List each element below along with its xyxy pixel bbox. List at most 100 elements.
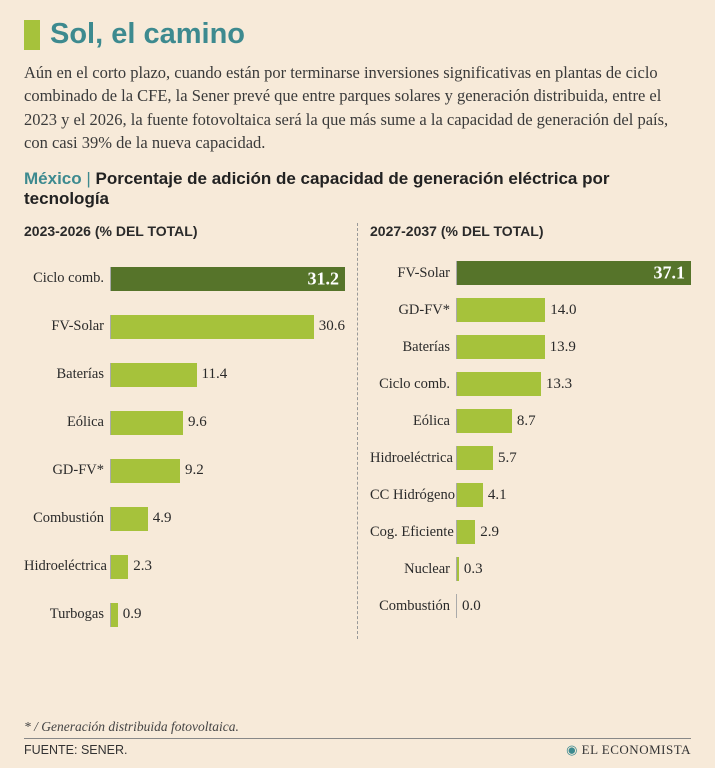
bar-row: Turbogas 0.9 <box>24 591 345 639</box>
charts-container: 2023-2026 (% DEL TOTAL) Ciclo comb. 31.2 F… <box>24 223 691 639</box>
bar-wrap: 9.6 <box>110 411 345 435</box>
bar-value: 9.2 <box>185 462 204 479</box>
bar-value: 31.2 <box>308 268 340 289</box>
bar-wrap: 2.9 <box>456 520 691 544</box>
bar-wrap: 0.0 <box>456 594 691 618</box>
bar-row: Hidroeléctrica 2.3 <box>24 543 345 591</box>
footer: * / Generación distribuida fotovoltaica.… <box>24 719 691 758</box>
bar-label: Ciclo comb. <box>370 376 456 393</box>
bar <box>457 483 483 507</box>
chart-right-bars: FV-Solar37.1GD-FV*14.0Baterías13.9Ciclo … <box>370 255 691 625</box>
bar <box>457 372 541 396</box>
bar-value: 2.3 <box>133 558 152 575</box>
brand-text: ◉ EL ECONOMISTA <box>566 742 691 758</box>
chart-left-bars: Ciclo comb. 31.2 FV-Solar30.6 Baterías 11.4 E… <box>24 255 345 639</box>
bar-value: 9.6 <box>188 414 207 431</box>
bar-label: CC Hidrógeno <box>370 487 456 504</box>
bar-row: Baterías 13.9 <box>370 329 691 366</box>
bar-wrap: 37.1 <box>456 261 691 285</box>
bar-label: GD-FV* <box>370 302 456 319</box>
intro-paragraph: Aún en el corto plazo, cuando están por … <box>24 61 691 155</box>
bar <box>111 603 118 627</box>
bar <box>111 507 148 531</box>
main-title: Sol, el camino <box>50 18 245 51</box>
bar-row: Eólica8.7 <box>370 403 691 440</box>
bar-wrap: 2.3 <box>110 555 345 579</box>
bar-row: Ciclo comb. 13.3 <box>370 366 691 403</box>
title-accent-block <box>24 20 40 50</box>
bar: 37.1 <box>457 261 691 285</box>
bar-value: 4.9 <box>153 510 172 527</box>
brand-label: EL ECONOMISTA <box>582 742 691 757</box>
bar-value: 30.6 <box>319 318 345 335</box>
bar-label: FV-Solar <box>370 265 456 282</box>
bar-wrap: 13.3 <box>456 372 691 396</box>
title-row: Sol, el camino <box>24 18 691 51</box>
subtitle-text: Porcentaje de adición de capacidad de ge… <box>24 169 609 208</box>
bar-row: Nuclear0.3 <box>370 551 691 588</box>
bar-row: Ciclo comb. 31.2 <box>24 255 345 303</box>
bar-row: FV-Solar30.6 <box>24 303 345 351</box>
bar-row: Combustión 4.9 <box>24 495 345 543</box>
bar-label: Baterías <box>24 366 110 383</box>
footnote: * / Generación distribuida fotovoltaica. <box>24 719 691 735</box>
bar-value: 5.7 <box>498 450 517 467</box>
subtitle-divider: | <box>86 169 95 188</box>
bar-label: Hidroeléctrica <box>24 558 110 575</box>
chart-right-header: 2027-2037 (% DEL TOTAL) <box>370 223 691 239</box>
bar <box>457 520 475 544</box>
source-text: FUENTE: SENER. <box>24 743 128 757</box>
bar-value: 11.4 <box>202 366 228 383</box>
bar-row: Cog. Eficiente 2.9 <box>370 514 691 551</box>
bar <box>111 555 128 579</box>
chart-left-header: 2023-2026 (% DEL TOTAL) <box>24 223 345 239</box>
bar-label: Nuclear <box>370 561 456 578</box>
chart-subtitle: México | Porcentaje de adición de capaci… <box>24 169 691 209</box>
bar-value: 2.9 <box>480 524 499 541</box>
bar-wrap: 31.2 <box>110 267 345 291</box>
bar-wrap: 0.3 <box>456 557 691 581</box>
bar <box>457 298 545 322</box>
bar-label: Cog. Eficiente <box>370 524 456 541</box>
bar-row: Baterías 11.4 <box>24 351 345 399</box>
bar-wrap: 5.7 <box>456 446 691 470</box>
bar-row: FV-Solar37.1 <box>370 255 691 292</box>
bar <box>111 411 183 435</box>
bar-row: GD-FV*14.0 <box>370 292 691 329</box>
bar <box>457 335 545 359</box>
bar-label: Hidroeléctrica <box>370 450 456 467</box>
bar-wrap: 8.7 <box>456 409 691 433</box>
chart-right: 2027-2037 (% DEL TOTAL) FV-Solar37.1GD-F… <box>358 223 691 639</box>
bar-wrap: 13.9 <box>456 335 691 359</box>
bar-row: GD-FV*9.2 <box>24 447 345 495</box>
source-row: FUENTE: SENER. ◉ EL ECONOMISTA <box>24 738 691 758</box>
bar-label: Ciclo comb. <box>24 270 110 287</box>
bar-label: Turbogas <box>24 606 110 623</box>
bar <box>111 363 197 387</box>
brand-dot-icon: ◉ <box>566 742 578 757</box>
chart-left: 2023-2026 (% DEL TOTAL) Ciclo comb. 31.2 F… <box>24 223 358 639</box>
bar-label: Combustión <box>370 598 456 615</box>
bar-wrap: 30.6 <box>110 315 345 339</box>
bar-value: 0.0 <box>462 598 481 615</box>
bar-label: Eólica <box>24 414 110 431</box>
bar-row: CC Hidrógeno4.1 <box>370 477 691 514</box>
bar <box>457 409 512 433</box>
bar <box>457 446 493 470</box>
bar-wrap: 4.1 <box>456 483 691 507</box>
bar-label: Combustión <box>24 510 110 527</box>
bar <box>111 315 314 339</box>
bar-wrap: 9.2 <box>110 459 345 483</box>
bar: 31.2 <box>111 267 345 291</box>
bar-value: 13.9 <box>550 339 576 356</box>
bar-label: Eólica <box>370 413 456 430</box>
bar <box>457 557 459 581</box>
bar-value: 13.3 <box>546 376 572 393</box>
bar <box>111 459 180 483</box>
subtitle-country: México <box>24 169 82 188</box>
bar-wrap: 14.0 <box>456 298 691 322</box>
bar-label: Baterías <box>370 339 456 356</box>
bar-value: 0.9 <box>123 606 142 623</box>
bar-wrap: 0.9 <box>110 603 345 627</box>
bar-row: Eólica 9.6 <box>24 399 345 447</box>
